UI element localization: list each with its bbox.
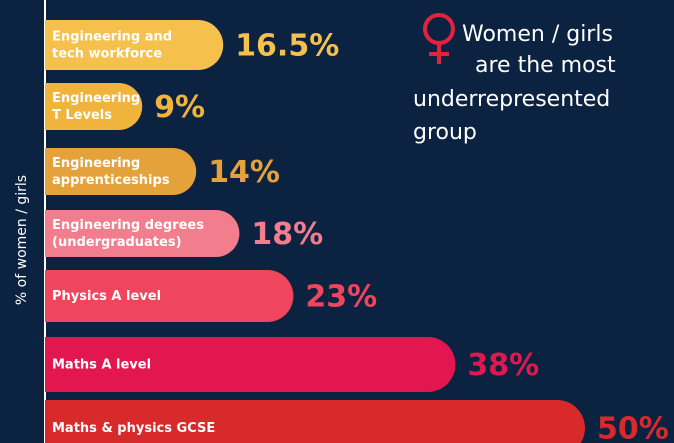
- female-icon: [423, 13, 455, 64]
- category-label-line: Physics A level: [52, 289, 161, 304]
- annotation-line: are the most: [475, 53, 616, 78]
- bar: [45, 270, 294, 322]
- category-label-line: apprenticeships: [52, 173, 170, 188]
- category-label-line: Maths & physics GCSE: [52, 421, 215, 436]
- category-label-line: (undergraduates): [52, 235, 182, 250]
- bar: [45, 337, 456, 392]
- value-label: 18%: [251, 217, 323, 252]
- bar: [45, 20, 224, 70]
- category-label-line: Engineering: [52, 91, 140, 106]
- category-label-line: Maths A level: [52, 357, 151, 372]
- value-label: 14%: [208, 155, 280, 190]
- category-label-line: T Levels: [52, 108, 112, 123]
- value-label: 16.5%: [235, 29, 339, 64]
- category-label: Maths & physics GCSE: [52, 421, 215, 436]
- annotation-line: group: [413, 120, 477, 145]
- bar: [45, 210, 240, 257]
- category-label: Engineering apprenticeships: [52, 156, 170, 188]
- annotation-line: underrepresented: [413, 87, 610, 112]
- category-label-line: tech workforce: [52, 46, 162, 61]
- value-label: 23%: [305, 280, 377, 315]
- bar: [45, 400, 585, 443]
- bar: [45, 148, 197, 195]
- category-label-line: Engineering degrees: [52, 218, 204, 233]
- category-label-line: Engineering: [52, 156, 140, 171]
- category-label: Physics A level: [52, 289, 161, 304]
- category-label: Engineering T Levels: [52, 91, 140, 123]
- value-label: 38%: [467, 348, 539, 383]
- category-label: Engineering and tech workforce: [52, 29, 172, 61]
- annotation-line: Women / girls: [462, 22, 613, 47]
- value-label: 50%: [597, 412, 669, 443]
- value-label: 9%: [154, 90, 205, 125]
- category-label: Maths A level: [52, 357, 151, 372]
- y-axis-label: % of women / girls: [14, 175, 30, 305]
- category-label-line: Engineering and: [52, 29, 172, 44]
- category-label: Engineering degrees (undergraduates): [52, 218, 204, 250]
- bar: [45, 83, 143, 130]
